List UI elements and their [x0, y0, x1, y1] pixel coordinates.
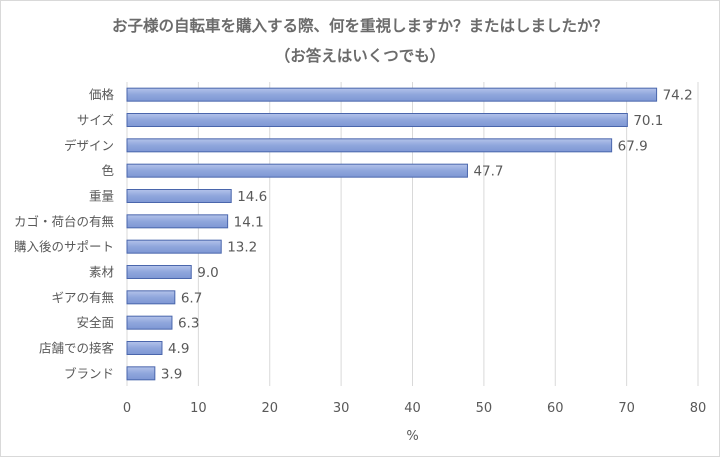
data-label: 3.9 [161, 366, 182, 382]
category-label: 店舗での接客 [39, 341, 115, 356]
x-tick-label: 60 [547, 401, 564, 416]
x-tick-label: 10 [190, 401, 207, 416]
category-label: 素材 [89, 265, 114, 280]
data-label: 14.1 [234, 214, 264, 230]
x-tick-label: 0 [123, 401, 131, 416]
data-label: 14.6 [237, 189, 267, 205]
bar [126, 214, 229, 229]
category-label: 購入後のサポート [14, 239, 114, 254]
x-tick-label: 20 [261, 401, 278, 416]
category-label: カゴ・荷台の有無 [14, 214, 114, 229]
x-axis-label: % [406, 429, 418, 444]
data-label: 70.1 [633, 113, 663, 129]
category-label: デザイン [64, 138, 114, 153]
data-label: 13.2 [227, 240, 257, 256]
bar [126, 341, 163, 355]
x-tick-label: 70 [618, 401, 635, 416]
data-label: 4.9 [168, 341, 189, 357]
category-label: 安全面 [76, 315, 114, 330]
bar [126, 189, 232, 203]
data-label: 9.0 [197, 265, 218, 281]
category-label: ギアの有無 [51, 290, 114, 305]
bar [126, 87, 658, 102]
bar [126, 265, 192, 279]
category-label: 価格 [89, 87, 115, 102]
bar [126, 290, 176, 305]
bar [126, 138, 613, 153]
data-label: 74.2 [663, 88, 693, 104]
category-label: ブランド [64, 366, 114, 381]
x-tick-label: 30 [333, 401, 350, 416]
bar [126, 239, 222, 254]
bar [126, 113, 628, 127]
category-label: 色 [101, 163, 114, 178]
data-label: 6.7 [181, 290, 202, 306]
x-tick-label: 50 [476, 401, 493, 416]
data-label: 67.9 [618, 138, 648, 154]
bar [126, 163, 468, 178]
data-label: 47.7 [473, 164, 503, 180]
data-label: 6.3 [178, 316, 199, 332]
chart-subtitle: （お答えはいくつでも） [274, 47, 446, 65]
x-tick-label: 40 [404, 401, 421, 416]
category-label: 重量 [89, 189, 114, 204]
bar [126, 315, 173, 330]
category-label: サイズ [77, 113, 114, 128]
x-tick-label: 80 [690, 401, 707, 416]
chart-title: お子様の自転車を購入する際、何を重視しますか？またはしましたか？ [111, 17, 608, 35]
bar [126, 366, 156, 381]
